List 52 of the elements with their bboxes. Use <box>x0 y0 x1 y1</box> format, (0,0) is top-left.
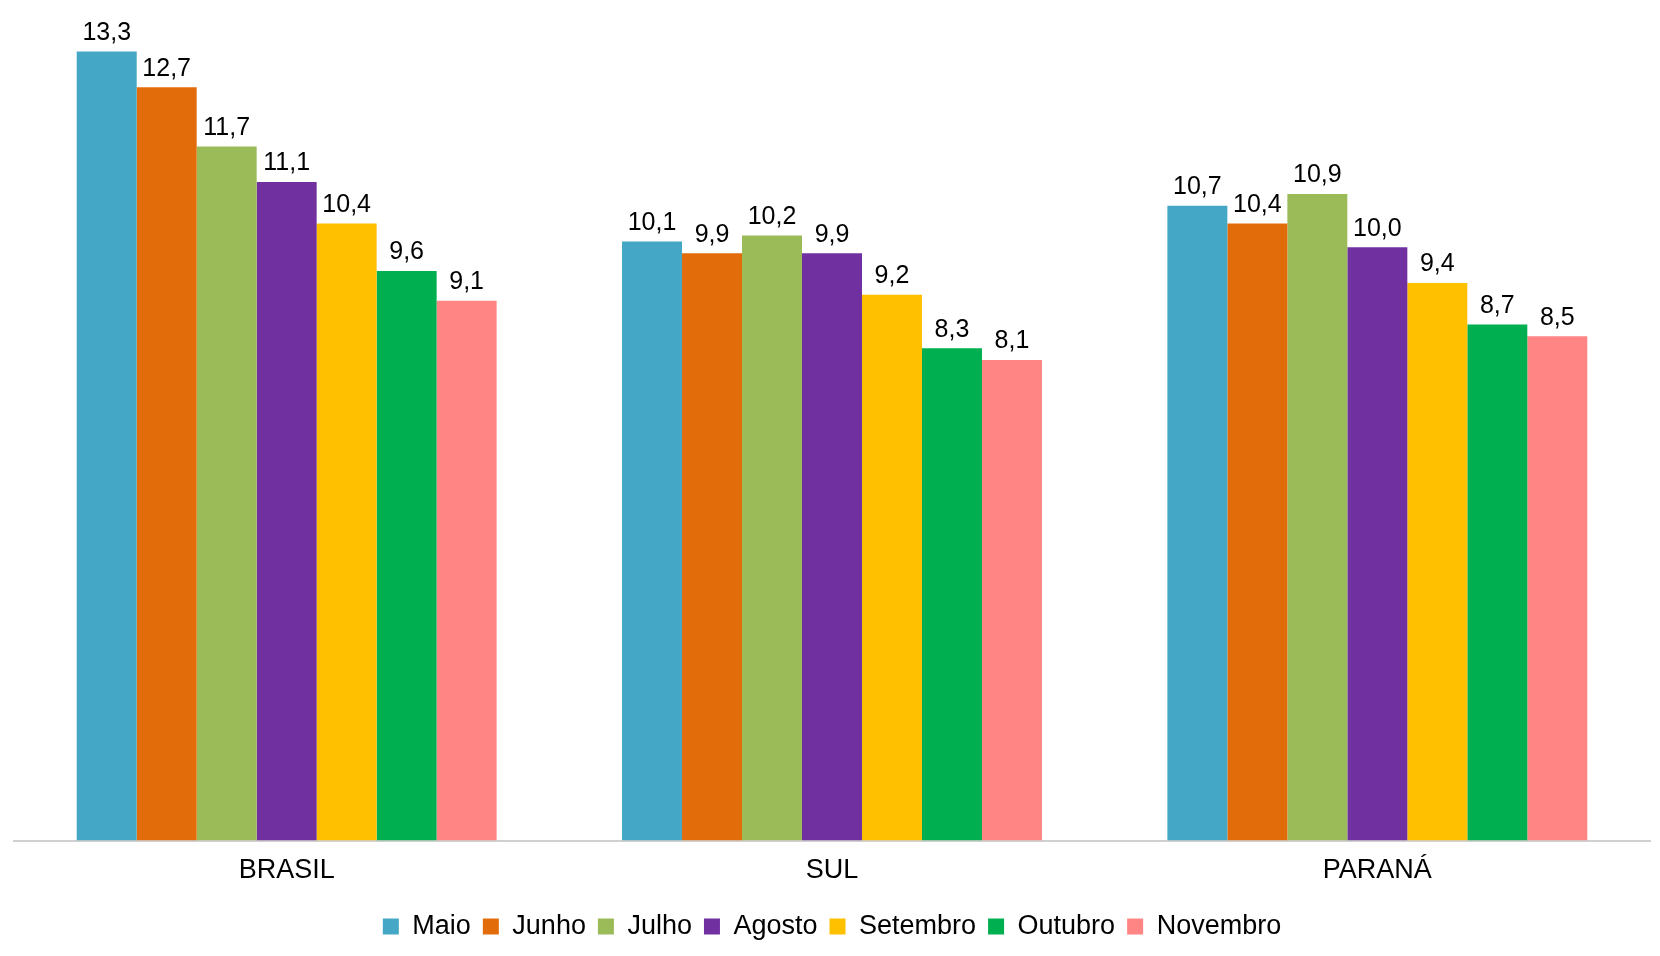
data-label: 9,9 <box>694 218 730 247</box>
bar <box>436 300 497 841</box>
data-label: 10,7 <box>1173 171 1222 200</box>
data-label: 11,1 <box>263 147 311 176</box>
bar <box>136 87 197 841</box>
legend-label: Outubro <box>1017 909 1116 940</box>
bar <box>921 348 982 841</box>
data-label: 8,3 <box>934 313 970 342</box>
bar <box>861 294 922 841</box>
bar <box>1407 282 1468 841</box>
bar <box>742 235 803 841</box>
bar <box>316 223 377 841</box>
bar <box>376 271 437 841</box>
bar <box>622 241 683 841</box>
legend-label: Agosto <box>733 909 818 940</box>
data-label: 10,0 <box>1353 212 1402 241</box>
legend-label: Maio <box>412 909 471 940</box>
bar <box>1347 247 1408 841</box>
bar <box>1527 336 1588 841</box>
data-label: 8,5 <box>1539 301 1575 330</box>
data-label: 13,3 <box>82 16 132 45</box>
bar <box>1167 205 1228 841</box>
bar <box>256 182 317 841</box>
legend-label: Setembro <box>859 909 977 940</box>
data-label: 12,7 <box>142 52 192 81</box>
data-label: 9,1 <box>449 266 485 295</box>
bar <box>802 253 862 841</box>
bar <box>76 51 137 841</box>
legend-label: Junho <box>512 909 586 940</box>
data-label: 10,9 <box>1293 159 1342 188</box>
data-label: 10,4 <box>322 188 372 217</box>
bar <box>981 360 1042 841</box>
legend-label: Julho <box>627 909 692 940</box>
x-tick-label: PARANÁ <box>1322 854 1432 885</box>
data-label: 9,6 <box>389 236 425 265</box>
data-label: 9,2 <box>874 260 910 289</box>
data-label: 10,1 <box>627 206 677 235</box>
bar <box>1467 324 1528 841</box>
data-label: 8,7 <box>1479 289 1515 318</box>
x-tick-label: SUL <box>805 854 859 885</box>
legend-label: Novembro <box>1156 909 1282 940</box>
data-label: 10,2 <box>747 200 797 229</box>
bar <box>1287 193 1348 841</box>
data-label: 11,7 <box>203 111 251 140</box>
data-label: 9,9 <box>814 218 850 247</box>
bar <box>1227 223 1288 841</box>
data-label: 8,1 <box>994 325 1030 354</box>
x-tick-label: BRASIL <box>238 854 335 885</box>
bar <box>196 146 257 841</box>
data-label: 9,4 <box>1419 248 1455 277</box>
bar <box>682 253 743 841</box>
data-label: 10,4 <box>1233 188 1282 217</box>
